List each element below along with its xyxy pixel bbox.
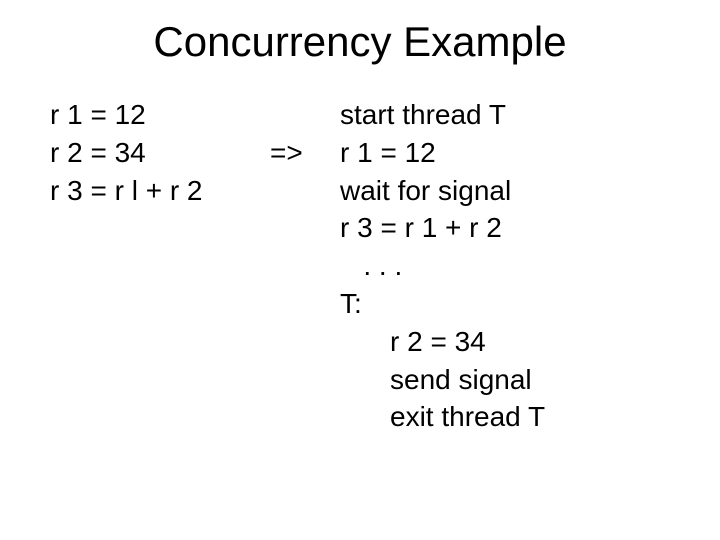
left-line-1: r 1 = 12 <box>50 96 270 134</box>
right-line-9: exit thread T <box>340 398 680 436</box>
arrow-column: => <box>270 96 340 436</box>
left-line-3: r 3 = r l + r 2 <box>50 172 270 210</box>
arrow-symbol: => <box>270 134 340 172</box>
content-area: r 1 = 12 r 2 = 34 r 3 = r l + r 2 => sta… <box>40 96 680 436</box>
slide-title: Concurrency Example <box>40 18 680 66</box>
left-column: r 1 = 12 r 2 = 34 r 3 = r l + r 2 <box>50 96 270 436</box>
right-line-3: wait for signal <box>340 172 680 210</box>
right-line-5: . . . <box>340 247 680 285</box>
right-line-6: T: <box>340 285 680 323</box>
right-line-7: r 2 = 34 <box>340 323 680 361</box>
right-column: start thread T r 1 = 12 wait for signal … <box>340 96 680 436</box>
right-line-8: send signal <box>340 361 680 399</box>
right-line-2: r 1 = 12 <box>340 134 680 172</box>
left-line-2: r 2 = 34 <box>50 134 270 172</box>
right-line-1: start thread T <box>340 96 680 134</box>
right-line-4: r 3 = r 1 + r 2 <box>340 209 680 247</box>
